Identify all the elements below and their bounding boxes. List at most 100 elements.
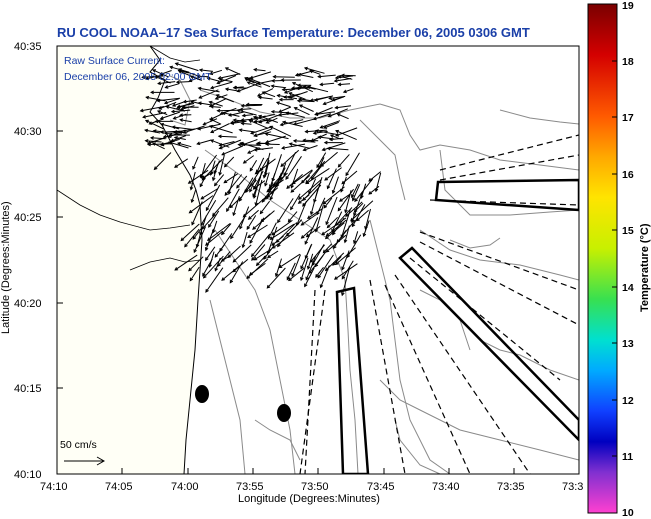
current-vector-head: [294, 73, 299, 77]
current-vector: [180, 119, 192, 123]
current-vector: [189, 77, 199, 82]
current-vector-head: [324, 235, 329, 240]
current-vector: [210, 81, 233, 89]
current-vector-head: [229, 279, 234, 284]
current-vector-head: [253, 133, 258, 137]
current-vector-head: [232, 212, 236, 217]
current-vector: [304, 217, 319, 245]
current-vector-head: [241, 244, 246, 249]
current-vector-head: [283, 95, 288, 99]
current-vector-head: [189, 277, 194, 282]
current-vector: [191, 189, 197, 203]
current-vector-head: [290, 189, 295, 193]
x-tick-label: 73:50: [301, 481, 329, 493]
current-vector-head: [304, 129, 309, 134]
current-vector: [145, 120, 165, 130]
current-vector-head: [232, 85, 237, 90]
current-vector: [276, 222, 296, 243]
current-vector-head: [223, 179, 228, 184]
colorbar-tick-label: 19: [622, 0, 634, 12]
current-vector: [159, 101, 177, 110]
current-vector: [192, 227, 203, 240]
current-vector: [345, 201, 363, 217]
current-vector: [335, 207, 353, 226]
current-vector: [227, 245, 241, 258]
current-vector-head: [250, 253, 255, 258]
current-vector: [334, 263, 358, 280]
current-vector-head: [266, 188, 271, 193]
current-vector-head: [341, 266, 345, 271]
current-vector: [338, 83, 351, 86]
current-vector: [301, 214, 317, 226]
current-vector-head: [202, 272, 206, 277]
current-vector: [327, 168, 337, 189]
current-vector-head: [300, 235, 305, 239]
current-vector: [292, 82, 314, 93]
current-vector-head: [285, 232, 290, 237]
current-vector: [256, 157, 265, 173]
current-vector: [292, 169, 313, 185]
current-vector-head: [277, 112, 282, 117]
current-vector: [351, 210, 357, 223]
current-vector: [188, 256, 204, 272]
current-vector: [183, 99, 197, 103]
current-vector: [269, 126, 292, 137]
current-vector: [188, 169, 209, 184]
current-vector-head: [259, 210, 264, 215]
current-vector-head: [206, 76, 211, 81]
current-vector: [288, 267, 305, 281]
current-vector: [282, 121, 303, 127]
current-vector: [189, 195, 214, 214]
current-vector-head: [206, 237, 211, 242]
current-vector: [307, 86, 329, 93]
current-vector-head: [278, 109, 283, 113]
current-vector: [247, 147, 260, 154]
current-vector-head: [156, 98, 161, 103]
current-vector-head: [287, 277, 292, 282]
current-vector-head: [249, 240, 253, 244]
current-vector: [278, 106, 292, 113]
current-vector-head: [326, 146, 331, 151]
current-vector-head: [217, 134, 222, 139]
current-vector: [327, 147, 349, 151]
current-vector-head: [200, 222, 204, 227]
current-vector-head: [337, 82, 342, 87]
current-vector-head: [314, 111, 319, 116]
current-vector: [276, 101, 291, 108]
current-vector: [305, 129, 327, 133]
current-vector-head: [254, 170, 259, 175]
current-vector: [302, 184, 322, 207]
current-vector: [157, 110, 168, 116]
current-vector: [232, 244, 252, 263]
current-vector-head: [213, 182, 218, 187]
colorbar-tick-label: 12: [622, 395, 634, 407]
radial-dashed-lines: [299, 134, 579, 474]
current-vector-head: [159, 130, 164, 134]
current-vector-head: [254, 202, 259, 207]
colorbar: [587, 3, 618, 514]
current-vector: [306, 225, 321, 238]
current-vector: [315, 266, 324, 278]
current-vector-head: [303, 66, 308, 71]
current-vector: [309, 70, 321, 75]
current-vector: [221, 145, 243, 156]
current-vector-head: [290, 184, 294, 189]
current-vector: [311, 167, 321, 180]
current-vector: [305, 160, 326, 184]
current-vector-head: [277, 219, 281, 224]
current-vector-head: [288, 95, 293, 99]
current-vector-head: [364, 225, 368, 231]
current-vector: [225, 88, 239, 92]
current-vector-head: [209, 104, 214, 109]
current-vector-head: [208, 223, 212, 228]
current-vector: [333, 230, 347, 249]
current-vector-head: [176, 105, 181, 109]
current-vector-head: [304, 255, 309, 260]
current-vector: [290, 175, 311, 193]
x-tick-label: 73:35: [497, 481, 525, 493]
current-vector-head: [192, 165, 196, 170]
current-vector: [142, 75, 164, 78]
current-vector: [332, 217, 345, 235]
current-vector-head: [253, 185, 257, 190]
current-vector-head: [337, 74, 342, 79]
